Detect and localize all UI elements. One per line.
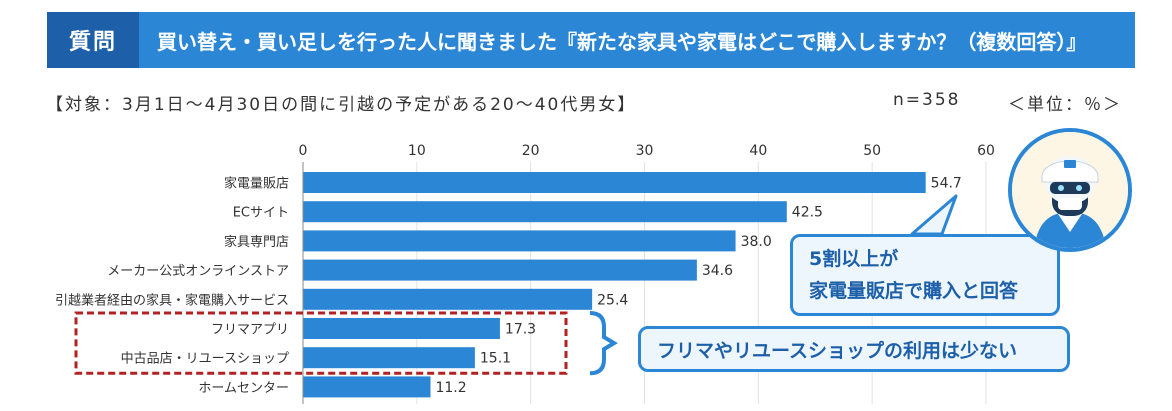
value-label: 54.7 — [931, 176, 962, 192]
survey-target: 【対象：3月1日～4月30日の間に引越の予定がある20～40代男女】 — [46, 95, 637, 115]
question-header: 質問 買い替え・買い足しを行った人に聞きました『新たな家具や家電はどこで購入しま… — [47, 12, 1135, 68]
category-label: 引越業者経由の家具・家電購入サービス — [55, 292, 289, 308]
category-label: フリマアプリ — [211, 323, 289, 338]
value-label: 34.6 — [702, 263, 733, 279]
x-tick-label: 0 — [299, 143, 308, 159]
bar — [303, 318, 500, 339]
sample-size: n=358 — [893, 90, 961, 110]
bar — [303, 172, 926, 193]
bar — [303, 376, 431, 398]
x-tick-label: 40 — [749, 143, 767, 159]
value-label: 38.0 — [741, 234, 772, 250]
category-label: メーカー公式オンラインストア — [107, 264, 289, 279]
x-tick-label: 30 — [636, 143, 654, 159]
value-label: 42.5 — [792, 205, 823, 221]
bar — [303, 259, 697, 281]
callout-top-line1: 5割以上が — [809, 248, 899, 270]
bar — [303, 201, 787, 223]
category-label: 家電量販店 — [224, 176, 289, 192]
category-label: ホームセンター — [198, 381, 289, 396]
bar — [303, 288, 593, 310]
callout-top: 5割以上が 家電量販店で購入と回答 — [790, 234, 1060, 316]
callout-bottom: フリマやリユースショップの利用は少ない — [638, 326, 1070, 372]
x-tick-label: 10 — [408, 143, 426, 159]
unit-label: ＜単位：％＞ — [1008, 95, 1122, 115]
value-label: 15.1 — [480, 351, 511, 367]
value-label: 17.3 — [505, 322, 536, 338]
bar — [303, 347, 475, 369]
category-label: 中古品店・リユースショップ — [121, 352, 289, 367]
callout-pointer — [910, 194, 958, 236]
brace-connector — [589, 311, 618, 376]
question-title: 買い替え・買い足しを行った人に聞きました『新たな家具や家電はどこで購入しますか？… — [139, 12, 1135, 68]
value-label: 25.4 — [597, 292, 628, 308]
question-tag: 質問 — [47, 12, 139, 68]
category-label: ECサイト — [233, 206, 289, 221]
category-label: 家具専門店 — [224, 234, 289, 250]
mascot-avatar — [1008, 128, 1132, 252]
highlight-box — [74, 311, 568, 375]
x-tick-label: 20 — [522, 143, 540, 159]
mascot-icon — [1012, 132, 1128, 248]
callout-top-line2: 家電量販店で購入と回答 — [809, 280, 1019, 302]
x-tick-label: 50 — [863, 143, 881, 159]
x-tick-label: 60 — [977, 143, 995, 159]
value-label: 11.2 — [435, 380, 466, 396]
bar — [303, 230, 736, 252]
